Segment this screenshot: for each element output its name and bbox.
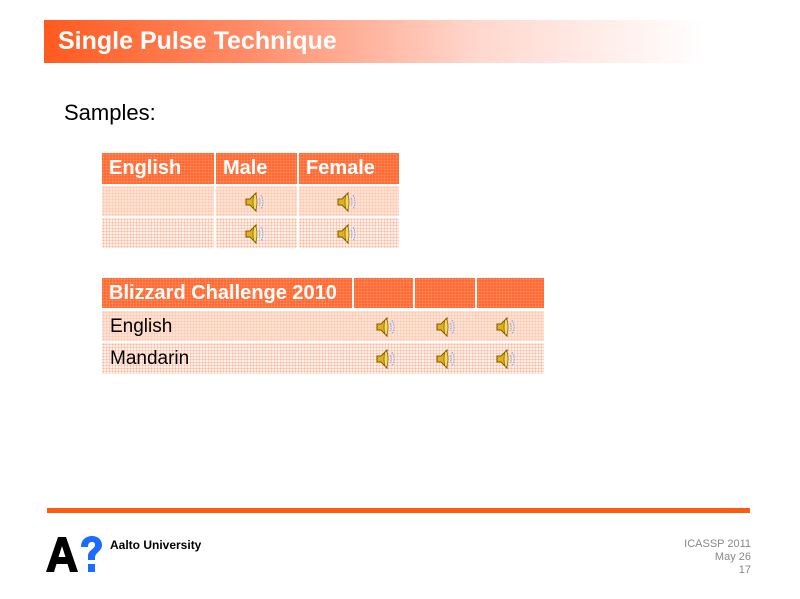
footer-info: ICASSP 2011 May 26 17	[684, 538, 751, 577]
speaker-icon[interactable]	[335, 222, 359, 246]
speaker-icon[interactable]	[374, 347, 398, 371]
speaker-icon[interactable]	[374, 315, 398, 339]
header-empty	[354, 278, 413, 308]
title-bar	[44, 20, 704, 63]
page-number: 17	[738, 564, 751, 576]
speaker-icon[interactable]	[243, 190, 267, 214]
university-name: Aalto University	[110, 538, 202, 552]
header-empty	[415, 278, 475, 308]
speaker-icon[interactable]	[434, 315, 458, 339]
speaker-icon[interactable]	[335, 190, 359, 214]
date: May 26	[714, 551, 751, 563]
header-female: Female	[299, 153, 399, 184]
conference: ICASSP 2011	[684, 538, 751, 550]
header-english: English	[102, 153, 214, 184]
row-mandarin: Mandarin	[102, 343, 544, 374]
footer-divider	[47, 508, 750, 513]
header-blizzard: Blizzard Challenge 2010	[102, 278, 352, 308]
header-male: Male	[216, 153, 297, 184]
speaker-icon[interactable]	[494, 347, 518, 371]
aalto-logo	[46, 536, 102, 572]
speaker-icon[interactable]	[243, 222, 267, 246]
speaker-icon[interactable]	[494, 315, 518, 339]
table-cell	[102, 218, 214, 248]
slide-title: Single Pulse Technique	[58, 27, 337, 55]
row-english: English	[102, 311, 544, 341]
header-empty	[477, 278, 544, 308]
table-cell	[102, 186, 214, 216]
speaker-icon[interactable]	[434, 347, 458, 371]
samples-label: Samples:	[64, 100, 156, 125]
